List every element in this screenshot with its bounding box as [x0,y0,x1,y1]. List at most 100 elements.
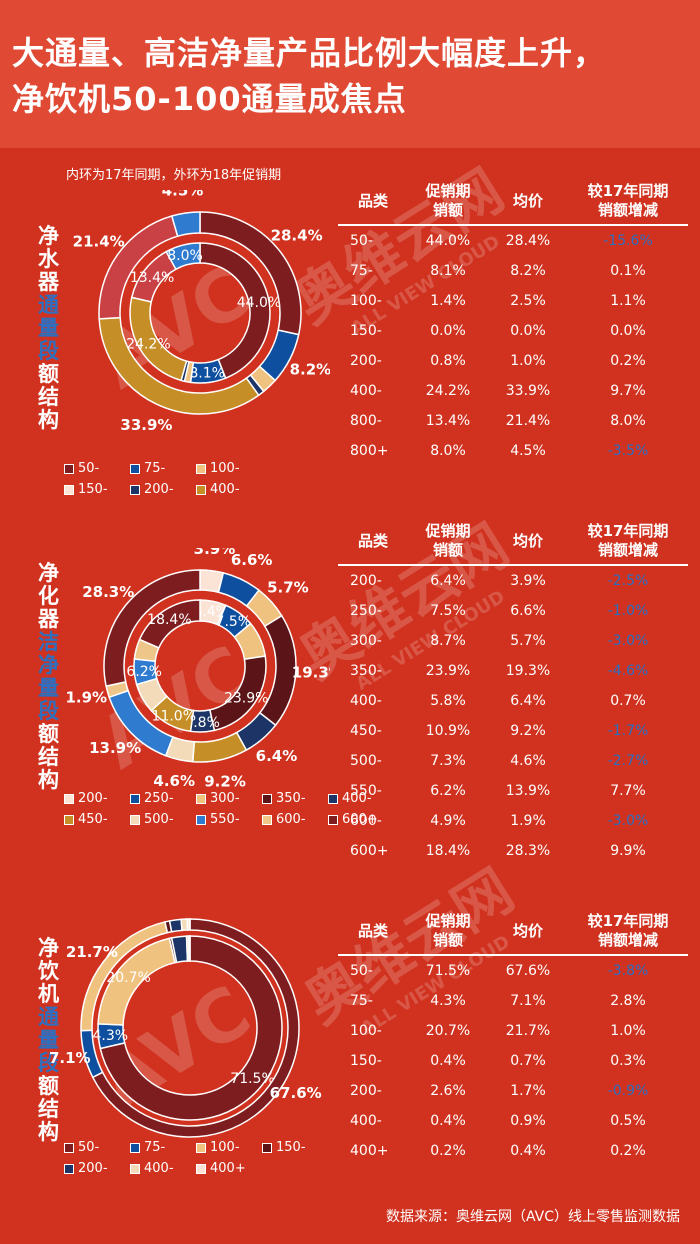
table-cell-sales: 6.4% [430,573,466,589]
table-cell-sales: 13.4% [425,413,471,429]
table-cell-price: 2.5% [510,293,546,309]
inner-ring-label-250-: 7.5% [216,614,252,630]
header-banner: 大通量、高洁净量产品比例大幅度上升， 净饮机50-100通量成焦点 [0,0,700,148]
legend-swatch [64,814,74,825]
inner-ring-label-50-: 71.5% [230,1071,274,1087]
table-cell-cat: 250- [350,603,382,619]
outer-ring-label-800-: 21.4% [73,232,125,250]
legend-label: 50- [78,1140,100,1155]
table-cell-cat: 350- [350,663,382,679]
legend-item-600-: 600- [262,812,328,827]
table-row: 150- 0.4% 0.7% 0.3% [338,1046,688,1076]
table-cell-price: 67.6% [505,963,551,979]
table-cell-sales: 7.3% [430,753,466,769]
table-cell-price: 28.4% [505,233,551,249]
table-row: 800+ 8.0% 4.5% -3.5% [338,436,688,466]
table-row: 100- 20.7% 21.7% 1.0% [338,1016,688,1046]
table-cell-change: 8.0% [610,413,646,429]
legend-row: 450- 500- 550- 600- 600+ [64,809,394,830]
legend-swatch [196,814,206,825]
legend-label: 600+ [342,812,378,827]
legend-label: 50- [78,461,100,476]
table-cell-price: 1.0% [510,353,546,369]
title-line-1: 大通量、高洁净量产品比例大幅度上升， [12,34,607,72]
legend-label: 300- [210,791,240,806]
inner-ring-label-400-: 5.8% [184,715,220,731]
table-cell-price: 33.9% [505,383,551,399]
table-cell-cat: 800- [350,413,382,429]
table-cell-change: 0.1% [610,263,646,279]
table-row: 75- 4.3% 7.1% 2.8% [338,986,688,1016]
table-cell-change: -3.8% [607,963,649,979]
inner-ring-slice-600+ [138,599,201,649]
table-row: 200- 6.4% 3.9% -2.5% [338,565,688,596]
section-label-part3: 额结构 [38,722,59,792]
legend-swatch [196,1142,206,1153]
legend-swatch [64,463,74,474]
legend-swatch [328,793,338,804]
legend-item-600+: 600+ [328,812,394,827]
table-cell-sales: 0.8% [430,353,466,369]
table-header-cat: 品类 [338,178,408,226]
table-cell-price: 28.3% [505,843,551,859]
table-row: 800- 13.4% 21.4% 8.0% [338,406,688,436]
table-cell-cat: 75- [350,263,373,279]
legend-swatch [130,484,140,495]
inner-ring-label-100-: 20.7% [106,970,150,986]
legend-swatch [130,463,140,474]
table-cell-cat: 800+ [350,443,389,459]
table-cell-price: 9.2% [510,723,546,739]
legend-label: 200- [78,791,108,806]
legend-item-200-: 200- [130,482,196,497]
outer-ring-label-50-: 67.6% [270,1084,322,1102]
table-cell-change: -3.0% [607,813,649,829]
table-cell-change: -0.9% [607,1083,649,1099]
table-cell-cat: 600- [350,813,382,829]
legend-label: 200- [144,482,174,497]
legend-label: 400- [144,1161,174,1176]
legend-item-100-: 100- [196,461,262,476]
table-cell-price: 0.7% [510,1053,546,1069]
outer-ring-label-200-: 3.9% [194,548,236,558]
donut-chart-water-dispenser: 71.5% 4.3% 20.7% 67.6% 7.1% 21.7% [49,918,322,1138]
legend-label: 600- [276,812,306,827]
legend-label: 250- [144,791,174,806]
outer-ring-label-600-: 1.9% [65,689,107,707]
section-label-part3: 额结构 [38,362,59,432]
section-label-water-purifier: 净水器通量段额结构 [38,225,66,432]
section-label-part1: 净水器 [38,224,59,294]
legend-item-50-: 50- [64,461,130,476]
table-cell-change: 2.8% [610,993,646,1009]
legend-water-dispenser: 50- 75- 100- 150- 200- 400- 400+ [64,1137,328,1179]
table-header-sales: 促销期 销额 [408,518,488,566]
legend-item-150-: 150- [64,482,130,497]
table-cell-sales: 6.2% [430,783,466,799]
table-cell-cat: 500- [350,753,382,769]
table-cell-change: -1.7% [607,723,649,739]
legend-item-450-: 450- [64,812,130,827]
legend-swatch [130,1142,140,1153]
table-cell-price: 4.6% [510,753,546,769]
table-cell-change: 0.0% [610,323,646,339]
inner-ring-label-800+: 8.0% [167,248,203,264]
data-source: 数据来源：奥维云网（AVC）线上零售监测数据 [385,1209,680,1225]
table-row: 150- 0.0% 0.0% 0.0% [338,316,688,346]
table-header-row: 品类 促销期 销额 均价 较17年同期 销额增减 [338,908,688,956]
legend-item-250-: 250- [130,791,196,806]
table-cell-price: 0.4% [510,1143,546,1159]
table-cell-sales: 0.2% [430,1143,466,1159]
legend-item-350-: 350- [262,791,328,806]
table-cell-sales: 8.0% [430,443,466,459]
legend-item-400-: 400- [196,482,262,497]
legend-item-200-: 200- [64,1161,130,1176]
table-cell-sales: 0.4% [430,1113,466,1129]
outer-ring-label-100-: 21.7% [66,943,118,961]
table-cell-sales: 4.9% [430,813,466,829]
table-header-row: 品类 促销期 销额 均价 较17年同期 销额增减 [338,178,688,226]
legend-label: 350- [276,791,306,806]
outer-ring-slice-600+ [103,569,201,687]
legend-label: 150- [78,482,108,497]
table-cell-cat: 550- [350,783,382,799]
table-cell-price: 8.2% [510,263,546,279]
section-label-part2: 洁净量段 [38,630,59,723]
